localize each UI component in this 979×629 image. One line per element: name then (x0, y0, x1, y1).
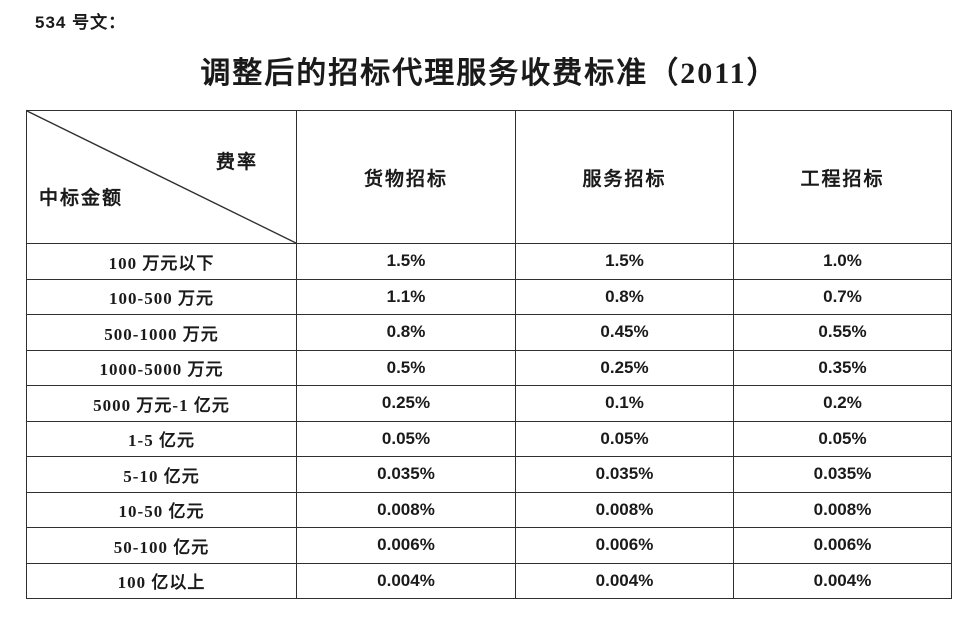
corner-amount-label: 中标金额 (39, 188, 124, 209)
diagonal-divider-line (27, 111, 296, 243)
rate-cell: 1.0% (733, 243, 952, 280)
amount-range-label: 10-50 亿元 (26, 491, 297, 528)
amount-range-label: 100-500 万元 (26, 278, 297, 315)
column-header-goods: 货物招标 (296, 110, 516, 244)
table-row: 100 万元以下 1.5% 1.5% 1.0% (26, 243, 952, 280)
column-header-engineering: 工程招标 (733, 110, 952, 244)
rate-cell: 0.45% (515, 314, 734, 351)
table-row: 1000-5000 万元 0.5% 0.25% 0.35% (26, 349, 952, 386)
table-row: 100-500 万元 1.1% 0.8% 0.7% (26, 278, 952, 315)
rate-cell: 0.8% (515, 278, 734, 315)
rate-cell: 0.035% (296, 456, 516, 493)
rate-cell: 0.5% (296, 349, 516, 386)
amount-range-label: 1000-5000 万元 (26, 349, 297, 386)
rate-cell: 0.004% (515, 562, 734, 599)
rate-cell: 1.1% (296, 278, 516, 315)
rate-cell: 0.006% (515, 527, 734, 564)
rate-cell: 0.25% (515, 349, 734, 386)
amount-range-label: 500-1000 万元 (26, 314, 297, 351)
table-header-row: 费率 中标金额 货物招标 服务招标 工程招标 (26, 110, 952, 244)
rate-cell: 0.7% (733, 278, 952, 315)
rate-cell: 0.35% (733, 349, 952, 386)
rate-cell: 0.006% (296, 527, 516, 564)
rate-cell: 0.008% (296, 491, 516, 528)
rate-cell: 0.8% (296, 314, 516, 351)
rate-cell: 0.05% (296, 420, 516, 457)
table-row: 100 亿以上 0.004% 0.004% 0.004% (26, 562, 952, 599)
fee-standard-table: 费率 中标金额 货物招标 服务招标 工程招标 100 万元以下 1.5% 1.5… (26, 110, 952, 599)
rate-cell: 0.008% (733, 491, 952, 528)
table-row: 500-1000 万元 0.8% 0.45% 0.55% (26, 314, 952, 351)
rate-cell: 0.2% (733, 385, 952, 422)
table-row: 50-100 亿元 0.006% 0.006% 0.006% (26, 527, 952, 564)
table-row: 10-50 亿元 0.008% 0.008% 0.008% (26, 491, 952, 528)
amount-range-label: 5-10 亿元 (26, 456, 297, 493)
column-header-service: 服务招标 (515, 110, 734, 244)
rate-cell: 0.25% (296, 385, 516, 422)
amount-range-label: 50-100 亿元 (26, 527, 297, 564)
rate-cell: 0.004% (733, 562, 952, 599)
doc-number-label: 534 号文： (35, 13, 127, 32)
amount-range-label: 100 亿以上 (26, 562, 297, 599)
amount-range-label: 100 万元以下 (26, 243, 297, 280)
amount-range-label: 1-5 亿元 (26, 420, 297, 457)
table-row: 5-10 亿元 0.035% 0.035% 0.035% (26, 456, 952, 493)
amount-range-label: 5000 万元-1 亿元 (26, 385, 297, 422)
rate-cell: 0.004% (296, 562, 516, 599)
rate-cell: 0.05% (515, 420, 734, 457)
rate-cell: 0.035% (515, 456, 734, 493)
page-title: 调整后的招标代理服务收费标准（2011） (200, 57, 779, 90)
table-row: 5000 万元-1 亿元 0.25% 0.1% 0.2% (26, 385, 952, 422)
rate-cell: 0.05% (733, 420, 952, 457)
corner-rate-label: 费率 (215, 152, 258, 173)
rate-cell: 0.55% (733, 314, 952, 351)
table-row: 1-5 亿元 0.05% 0.05% 0.05% (26, 420, 952, 457)
rate-cell: 0.1% (515, 385, 734, 422)
rate-cell: 0.008% (515, 491, 734, 528)
rate-cell: 0.006% (733, 527, 952, 564)
corner-header-cell: 费率 中标金额 (26, 110, 297, 244)
rate-cell: 1.5% (296, 243, 516, 280)
rate-cell: 1.5% (515, 243, 734, 280)
rate-cell: 0.035% (733, 456, 952, 493)
